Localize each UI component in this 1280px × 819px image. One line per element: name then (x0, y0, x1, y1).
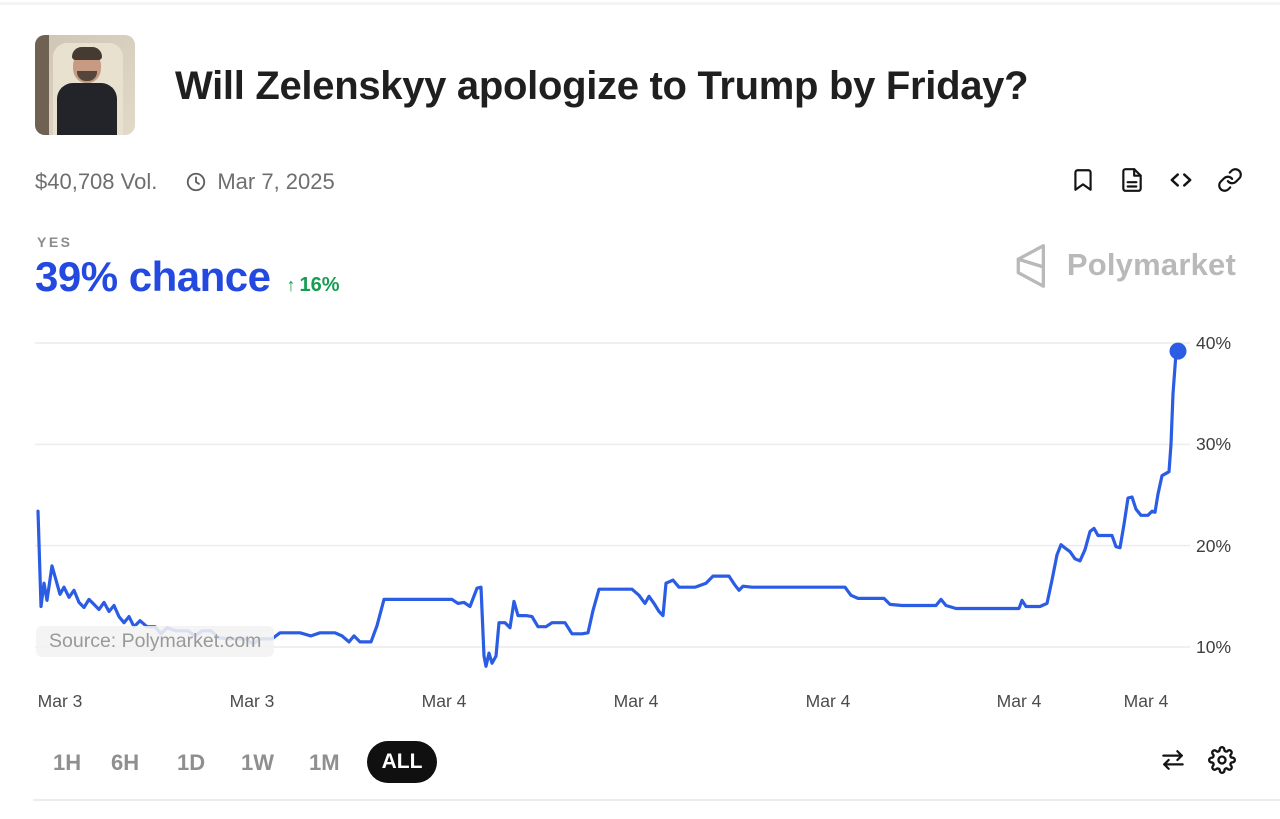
polymarket-logo-icon (1016, 244, 1045, 288)
market-title: Will Zelenskyy apologize to Trump by Fri… (175, 64, 1029, 108)
x-axis-label: Mar 4 (613, 691, 659, 711)
avatar-art (77, 71, 97, 81)
avatar-art (57, 83, 117, 135)
latest-price-dot (1169, 342, 1187, 360)
file-text-icon (1122, 168, 1142, 192)
clock-icon (187, 172, 206, 192)
polymarket-logo-text: Polymarket (1066, 247, 1236, 282)
outcome-label: YES (37, 234, 73, 250)
polymarket-watermark: Polymarket (999, 238, 1236, 292)
chance-value: 39% chance (35, 253, 271, 300)
y-axis-label: 10% (1196, 637, 1232, 657)
rules-button[interactable] (1118, 166, 1146, 194)
gear-icon (1208, 746, 1236, 774)
x-axis-label: Mar 4 (421, 691, 467, 711)
bookmark-icon (1074, 169, 1092, 191)
x-axis-label: Mar 3 (37, 691, 83, 711)
timeframe-1w[interactable]: 1W (241, 750, 274, 775)
market-avatar (35, 35, 135, 135)
y-axis-label: 30% (1196, 434, 1232, 455)
x-axis-label: Mar 4 (805, 691, 851, 711)
chance-change: ↑ 16% (286, 274, 339, 297)
chance-change-value: 16% (299, 274, 340, 296)
market-meta: $40,708 Vol. Mar 7, 2025 (35, 168, 335, 196)
top-border (0, 2, 1280, 5)
timeframe-all-selected[interactable]: ALL (367, 741, 437, 783)
timeframe-1m[interactable]: 1M (309, 750, 340, 775)
x-axis-label: Mar 3 (229, 691, 275, 711)
end-date-text: Mar 7, 2025 (217, 169, 335, 194)
toggle-axis-button[interactable] (1159, 746, 1187, 774)
timeframe-1d[interactable]: 1D (177, 750, 206, 775)
bottom-divider (33, 799, 1280, 801)
avatar-art (72, 47, 102, 60)
swap-arrows-icon (1162, 750, 1184, 770)
timeframe-1h[interactable]: 1H (53, 750, 82, 775)
toolbar (1069, 166, 1244, 194)
bookmark-button[interactable] (1069, 166, 1097, 194)
copy-link-button[interactable] (1216, 166, 1244, 194)
embed-button[interactable] (1167, 166, 1195, 194)
avatar-art (35, 35, 49, 135)
code-icon (1170, 173, 1192, 187)
up-arrow-icon: ↑ (286, 275, 296, 295)
source-watermark: Source: Polymarket.com (36, 626, 275, 657)
chance-row: 39% chance ↑ 16% (35, 253, 340, 301)
volume-text: $40,708 Vol. (35, 169, 158, 194)
x-axis-label: Mar 4 (1123, 691, 1169, 711)
chart-footer-tools (1159, 746, 1236, 774)
link-icon (1218, 168, 1242, 192)
timeframe-6h[interactable]: 6H (111, 750, 140, 775)
x-axis-label: Mar 4 (996, 691, 1042, 711)
settings-button[interactable] (1208, 746, 1236, 774)
y-axis-label: 40% (1196, 333, 1232, 353)
y-axis-label: 20% (1196, 535, 1232, 556)
